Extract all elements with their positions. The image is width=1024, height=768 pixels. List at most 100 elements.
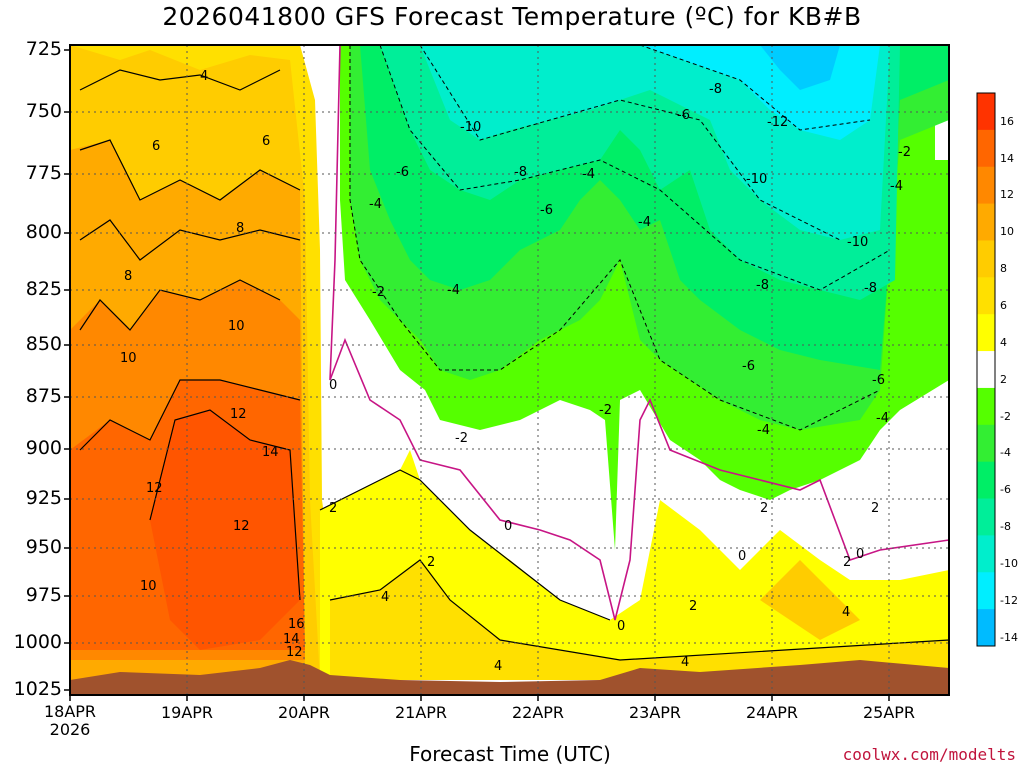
colorbar-swatch bbox=[977, 203, 995, 241]
contour-label: 0 bbox=[856, 547, 864, 562]
colorbar-swatch bbox=[977, 129, 995, 168]
y-tick-label: 725 bbox=[25, 38, 62, 60]
contour-label: -2 bbox=[372, 285, 385, 300]
contour-label: 4 bbox=[200, 69, 208, 84]
colorbar bbox=[976, 92, 996, 647]
colorbar-label: -10 bbox=[1000, 557, 1018, 571]
y-tick-label: 1025 bbox=[13, 678, 62, 700]
contour-label: -4 bbox=[369, 197, 382, 212]
contour-label: -10 bbox=[746, 172, 767, 187]
contour-label: -2 bbox=[599, 403, 612, 418]
x-tick-label: 24APR bbox=[745, 703, 799, 722]
x-tick-label: 19APR bbox=[160, 703, 214, 722]
x-tick-label: 18APR 2026 bbox=[43, 702, 97, 739]
contour-label: -4 bbox=[582, 167, 595, 182]
contour-label: 2 bbox=[871, 501, 879, 516]
ground-terrain bbox=[70, 660, 949, 695]
contour-label: -2 bbox=[455, 431, 468, 446]
contour-label: 12 bbox=[230, 407, 247, 422]
contour-label: 4 bbox=[842, 605, 850, 620]
colorbar-swatch bbox=[977, 387, 995, 426]
contour-label: -6 bbox=[872, 373, 885, 388]
contour-label: 12 bbox=[286, 645, 303, 660]
y-tick-label: 775 bbox=[25, 162, 62, 184]
contour-label: 16 bbox=[288, 617, 305, 632]
colorbar-swatch bbox=[977, 277, 995, 315]
colorbar-label: -2 bbox=[1000, 409, 1011, 423]
contour-label: -12 bbox=[767, 115, 788, 130]
contour-label: 2 bbox=[843, 555, 851, 570]
plot-frame bbox=[69, 44, 950, 696]
contour-label: -6 bbox=[742, 359, 755, 374]
contour-label: 12 bbox=[146, 481, 163, 496]
contour-label: 14 bbox=[283, 632, 300, 647]
colorbar-label: 14 bbox=[1000, 151, 1014, 165]
colorbar-label: 12 bbox=[1000, 188, 1014, 202]
x-tick-label: 21APR bbox=[394, 703, 448, 722]
colorbar-swatch bbox=[977, 314, 995, 352]
colorbar-swatch bbox=[977, 498, 995, 536]
y-tick-label: 900 bbox=[25, 437, 62, 459]
colorbar-label: 6 bbox=[1000, 298, 1007, 312]
colorbar-label: -8 bbox=[1000, 520, 1011, 534]
contour-label: 2 bbox=[427, 555, 435, 570]
contour-label: -4 bbox=[757, 423, 770, 438]
contour-label: 0 bbox=[504, 519, 512, 534]
contour-label: 10 bbox=[120, 351, 137, 366]
contour-label: 14 bbox=[262, 445, 279, 460]
colorbar-label: -12 bbox=[1000, 593, 1018, 607]
x-tick-label: 22APR bbox=[511, 703, 565, 722]
y-tick-label: 1000 bbox=[13, 631, 62, 653]
x-tick-label: 23APR bbox=[628, 703, 682, 722]
contour-label: 8 bbox=[124, 269, 132, 284]
grid-lines bbox=[70, 45, 949, 695]
contour-label: -8 bbox=[709, 82, 722, 97]
colorbar-label: 10 bbox=[1000, 225, 1014, 239]
contour-label: -10 bbox=[847, 235, 868, 250]
y-tick-label: 800 bbox=[25, 221, 62, 243]
colorbar-label: -14 bbox=[1000, 630, 1018, 644]
contour-label: -8 bbox=[756, 278, 769, 293]
contour-label: -8 bbox=[864, 281, 877, 296]
contour-label: 4 bbox=[681, 655, 689, 670]
contour-label: -4 bbox=[876, 411, 889, 426]
colorbar-swatch bbox=[977, 461, 995, 500]
contour-label: 8 bbox=[236, 221, 244, 236]
contour-label: 0 bbox=[617, 619, 625, 634]
y-tick-label: 750 bbox=[25, 100, 62, 122]
x-tick-label: 20APR bbox=[277, 703, 331, 722]
x-tick-label: 25APR bbox=[862, 703, 916, 722]
contour-label: -6 bbox=[396, 165, 409, 180]
contour-label: -4 bbox=[447, 283, 460, 298]
contour-label: 0 bbox=[738, 549, 746, 564]
colorbar-swatch bbox=[977, 166, 995, 205]
contour-label: 6 bbox=[152, 139, 160, 154]
contour-label: 12 bbox=[233, 519, 250, 534]
colorbar-swatch bbox=[977, 351, 995, 389]
contour-label: 2 bbox=[329, 501, 337, 516]
colorbar-label: 2 bbox=[1000, 372, 1007, 386]
contour-label: 2 bbox=[760, 501, 768, 516]
colorbar-frame bbox=[976, 92, 996, 647]
colorbar-label: 8 bbox=[1000, 262, 1007, 276]
contour-label: 10 bbox=[140, 579, 157, 594]
colorbar-label: -4 bbox=[1000, 446, 1011, 460]
contour-label: 0 bbox=[329, 378, 337, 393]
y-tick-label: 975 bbox=[25, 584, 62, 606]
y-tick-label: 925 bbox=[25, 487, 62, 509]
y-tick-label: 850 bbox=[25, 333, 62, 355]
colorbar-swatch bbox=[977, 240, 995, 278]
y-tick-label: 950 bbox=[25, 536, 62, 558]
credit-link[interactable]: coolwx.com/modelts bbox=[842, 745, 1016, 764]
contour-label: -2 bbox=[898, 145, 911, 160]
contour-label: -8 bbox=[514, 165, 527, 180]
y-tick-label: 825 bbox=[25, 278, 62, 300]
contour-labels: 4 6 6 8 8 10 10 12 14 12 12 10 16 14 12 … bbox=[120, 69, 911, 674]
contour-label: -6 bbox=[540, 203, 553, 218]
contour-label: 2 bbox=[689, 599, 697, 614]
contour-label: 10 bbox=[228, 319, 245, 334]
colorbar-swatch bbox=[977, 572, 995, 610]
chart-title: 2026041800 GFS Forecast Temperature (ºC)… bbox=[162, 2, 862, 31]
colorbar-label: 4 bbox=[1000, 335, 1007, 349]
